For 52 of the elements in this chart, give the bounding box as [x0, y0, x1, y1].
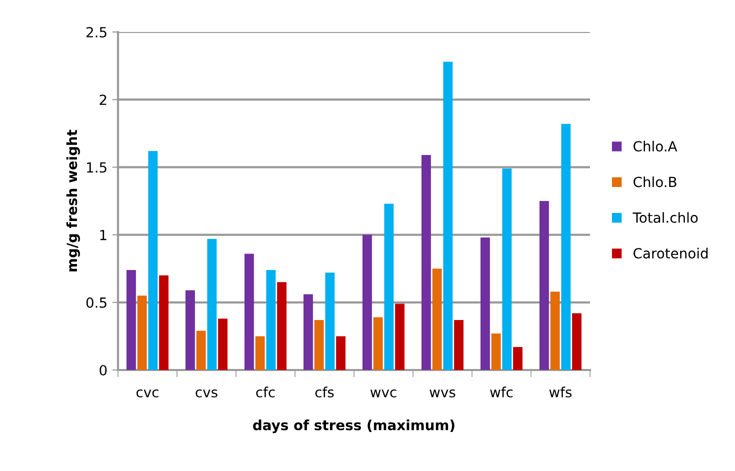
bar: [454, 320, 464, 370]
bar: [480, 238, 490, 370]
bar: [196, 330, 206, 370]
bar: [207, 238, 217, 370]
x-tick-label: cfc: [256, 386, 275, 398]
x-tick-label: wfc: [490, 386, 513, 398]
x-tick-label: cfs: [315, 386, 334, 398]
bar: [362, 234, 372, 370]
y-tick-label: 0.5: [86, 297, 106, 308]
x-tick-label: cvc: [136, 389, 158, 398]
legend-label: Chlo.A: [634, 140, 678, 152]
bar: [303, 294, 313, 370]
bar: [148, 150, 158, 370]
bar: [421, 155, 431, 370]
bar: [491, 333, 501, 370]
bar: [159, 275, 169, 370]
bar: [373, 317, 383, 370]
bar: [218, 318, 228, 370]
bar: [395, 304, 405, 370]
bar: [513, 347, 523, 370]
y-tick-label: 2.5: [86, 26, 106, 38]
bar: [550, 292, 560, 370]
x-tick-label: cvs: [196, 389, 218, 398]
bar: [384, 204, 394, 370]
legend-label: Carotenoid: [634, 248, 708, 259]
bar: [561, 124, 571, 370]
bar: [325, 272, 335, 370]
x-axis-title: days of stress (maximum): [253, 420, 454, 434]
bar: [255, 336, 265, 370]
bar: [539, 201, 549, 370]
bar: [137, 296, 147, 370]
bar: [502, 168, 512, 370]
x-tick-label: wvs: [430, 389, 456, 398]
y-tick-label: 0: [100, 364, 107, 376]
bar: [185, 290, 195, 370]
legend-label: Total.chlo: [632, 212, 698, 223]
y-axis-title: mg/g fresh weight: [66, 130, 80, 272]
bar: [126, 270, 136, 370]
bar: [572, 313, 582, 370]
bar: [432, 268, 442, 370]
legend-label: Chlo.B: [634, 176, 676, 188]
x-tick-label: wfs: [549, 386, 572, 398]
bar: [244, 254, 254, 370]
bar: [336, 336, 346, 370]
x-tick-label: wvc: [370, 389, 396, 398]
bar: [443, 62, 453, 370]
y-tick-label: 1.5: [87, 162, 106, 173]
bar: [314, 320, 324, 370]
y-tick-label: 2: [100, 94, 106, 105]
y-tick-label: 1: [100, 230, 106, 240]
bar: [266, 270, 276, 370]
bar: [277, 282, 287, 370]
